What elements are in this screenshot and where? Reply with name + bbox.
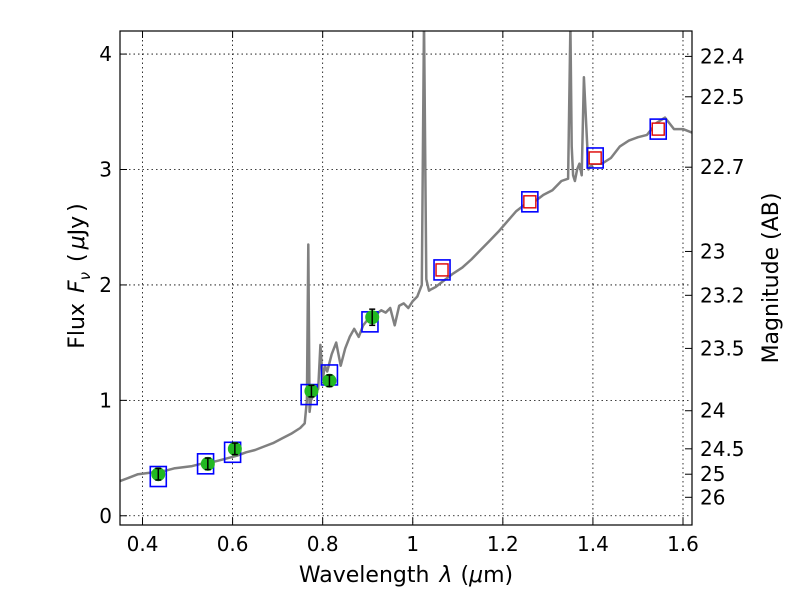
magnitude-tick-label: 22.7 <box>700 155 745 179</box>
magnitude-tick-label: 25 <box>700 462 725 486</box>
model-photometry-square <box>149 465 168 488</box>
grid-lines <box>120 31 692 525</box>
spectrum-line <box>120 31 692 483</box>
x-tick-label: 0.8 <box>307 532 339 556</box>
magnitude-tick-label: 22.4 <box>700 44 745 68</box>
x-tick-label: 1.4 <box>577 532 609 556</box>
plot-frame <box>119 30 693 526</box>
markers-layer <box>149 118 668 488</box>
magnitude-tick-label: 22.5 <box>700 85 745 109</box>
x-axis-label: Wavelength λ (μm) <box>299 563 513 588</box>
model-photometry-square <box>586 147 604 169</box>
x-tick-label: 1.6 <box>667 532 699 556</box>
y-axis-ticks: 0 1 2 3 4 <box>99 42 127 528</box>
y-axis-label: FluxFν(μJy) <box>65 203 94 348</box>
spectrum-layer <box>120 31 692 483</box>
magnitude-tick-label: 24.5 <box>700 437 745 461</box>
x-tick-label: 0.6 <box>217 532 249 556</box>
x-tick-label: 1.2 <box>487 532 519 556</box>
model-photometry-square <box>521 191 539 213</box>
magnitude-axis-label: Magnitude (AB) <box>759 193 784 364</box>
y-tick-label: 0 <box>99 504 112 528</box>
magnitude-tick-label: 23.5 <box>700 336 745 360</box>
x-tick-label: 0.4 <box>127 532 159 556</box>
x-tick-label: 1 <box>406 532 419 556</box>
x-axis-ticks: 0.4 0.6 0.8 1 1.2 1.4 1.6 <box>127 31 699 556</box>
model-photometry-square <box>433 259 451 281</box>
magnitude-tick-label: 24 <box>700 399 725 423</box>
magnitude-tick-label: 26 <box>700 485 725 509</box>
red-photometry-square <box>651 122 665 136</box>
y-tick-label: 1 <box>99 388 112 412</box>
y-tick-label: 4 <box>99 42 112 66</box>
y-tick-label: 2 <box>99 273 112 297</box>
magnitude-tick-label: 23 <box>700 239 725 263</box>
y-tick-label: 3 <box>99 158 112 182</box>
model-photometry-square <box>649 118 668 140</box>
red-photometry-square <box>523 195 537 209</box>
red-photometry-square <box>435 263 449 277</box>
red-photometry-square <box>588 151 602 165</box>
magnitude-tick-label: 23.2 <box>700 283 745 307</box>
